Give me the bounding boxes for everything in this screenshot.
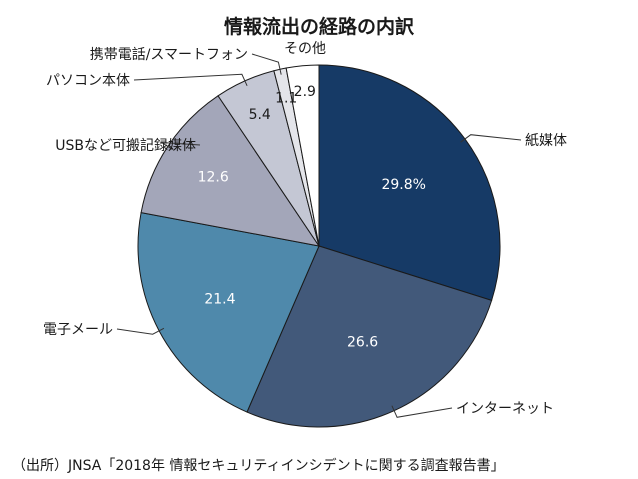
pie-slice-7 [285, 64, 320, 247]
value-label-7: 2.9 [294, 84, 316, 100]
value-label-5: 5.4 [249, 107, 271, 123]
category-label-3: 電子メール [43, 322, 113, 338]
value-label-2: 26.6 [347, 335, 378, 351]
pie-slices [137, 64, 501, 428]
leader-line-1 [460, 134, 522, 143]
source-note: （出所）JNSA「2018年 情報セキュリティインシデントに関する調査報告書」 [12, 458, 505, 474]
leader-lines [116, 53, 522, 418]
category-label-7: その他 [284, 41, 326, 57]
leader-line-3 [116, 327, 165, 335]
chart-title: 情報流出の経路の内訳 [224, 15, 415, 38]
category-label-1: 紙媒体 [525, 133, 567, 149]
value-label-1: 29.8% [381, 177, 425, 193]
category-label-6: 携帯電話/スマートフォン [90, 46, 248, 63]
leader-line-6 [251, 53, 282, 75]
value-labels: 29.8% 26.6 21.4 12.6 5.41.12.9 [198, 84, 426, 351]
leader-line-4 [159, 141, 201, 150]
leader-line-5 [133, 73, 248, 87]
category-label-2: インターネット [456, 401, 554, 417]
value-label-6: 1.1 [275, 91, 297, 107]
value-label-4: 12.6 [198, 169, 229, 185]
category-label-5: パソコン本体 [46, 73, 130, 89]
category-label-4: USBなど可搬記録媒体 [55, 137, 196, 154]
value-label-3: 21.4 [204, 292, 235, 308]
leader-line-2 [391, 405, 453, 418]
